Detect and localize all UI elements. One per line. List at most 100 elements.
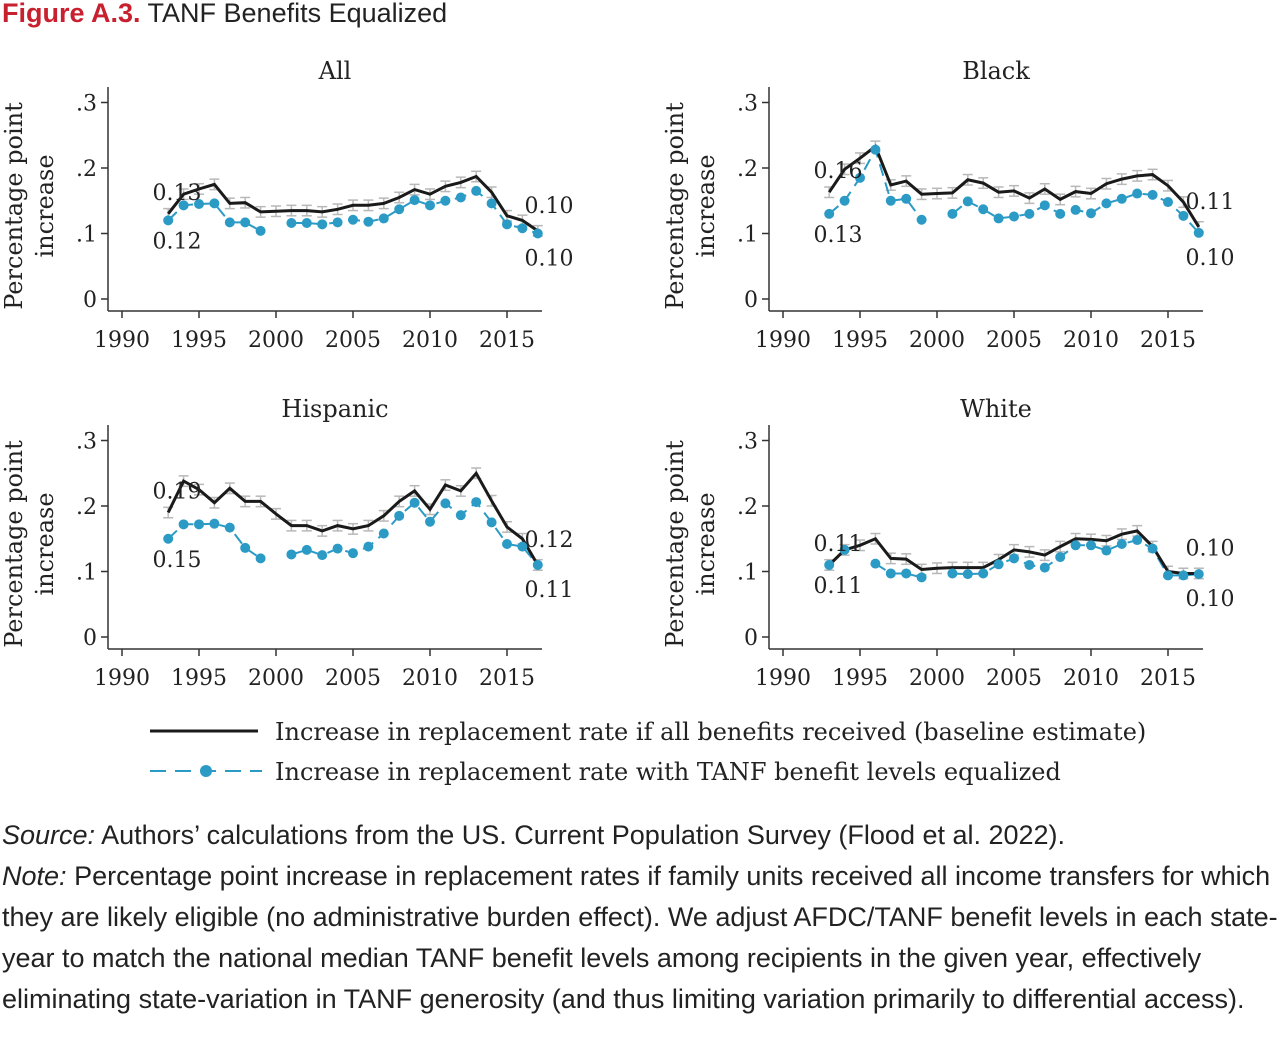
x-tick-label: 2010 — [1063, 666, 1119, 691]
start-baseline-label: 0.19 — [153, 480, 202, 505]
equalized-point — [532, 559, 543, 570]
equalized-point — [348, 548, 358, 559]
equalized-point — [163, 215, 174, 226]
x-tick-label: 1995 — [171, 666, 227, 691]
start-baseline-label: 0.16 — [814, 159, 863, 184]
equalized-point — [440, 195, 451, 206]
equalized-point — [885, 195, 896, 206]
y-tick-label: .3 — [76, 430, 97, 455]
equalized-point — [194, 199, 204, 210]
equalized-point — [1101, 545, 1112, 556]
series-line-baseline — [166, 470, 540, 566]
equalized-point — [178, 200, 189, 211]
note-text: Percentage point increase in replacement… — [2, 861, 1278, 1014]
x-tick-label: 2000 — [248, 666, 304, 691]
x-tick-label: 2000 — [909, 328, 965, 353]
y-tick-label: .1 — [76, 223, 97, 248]
y-tick-label: 0 — [744, 288, 758, 313]
y-tick-label: .3 — [737, 92, 758, 117]
equalized-point — [409, 195, 420, 206]
end-baseline-label: 0.12 — [525, 528, 574, 553]
panel-title: Black — [962, 57, 1030, 85]
equalized-point — [1178, 570, 1189, 581]
equalized-point — [1055, 552, 1066, 563]
start-equalized-label: 0.12 — [153, 229, 202, 254]
equalized-point — [363, 216, 374, 227]
x-tick-label: 2005 — [325, 328, 381, 353]
equalized-point — [517, 541, 528, 552]
equalized-point — [947, 208, 958, 219]
equalized-point — [240, 542, 251, 553]
legend: Increase in replacement rate if all bene… — [150, 718, 1146, 786]
y-tick-label: .2 — [76, 495, 97, 520]
y-axis-label: Percentage point — [661, 102, 689, 310]
legend-baseline-label: Increase in replacement rate if all bene… — [275, 718, 1146, 746]
equalized-point — [440, 498, 451, 509]
end-equalized-label: 0.10 — [1186, 246, 1235, 271]
equalized-point — [1009, 211, 1019, 222]
equalized-point — [855, 172, 865, 183]
x-tick-label: 2010 — [402, 328, 458, 353]
equalized-point — [363, 541, 374, 552]
equalized-point — [286, 549, 297, 560]
equalized-point — [502, 219, 512, 230]
equalized-point — [517, 223, 528, 234]
equalized-point — [532, 228, 543, 239]
figure-title: Figure A.3. TANF Benefits Equalized — [2, 0, 447, 29]
equalized-point — [1039, 562, 1050, 573]
equalized-point — [947, 568, 958, 579]
equalized-point — [486, 517, 497, 528]
x-tick-label: 2005 — [325, 666, 381, 691]
equalized-point — [1086, 208, 1096, 219]
end-baseline-label: 0.11 — [1186, 190, 1235, 215]
equalized-point — [332, 217, 343, 228]
y-axis-label-line2: increase — [31, 154, 59, 257]
equalized-point — [455, 192, 466, 203]
equalized-point — [394, 510, 405, 521]
equalized-point — [1024, 559, 1035, 570]
note-label: Note: — [2, 861, 67, 891]
equalized-point — [1009, 553, 1019, 564]
equalized-point — [332, 543, 343, 554]
y-axis-label-line2: increase — [692, 154, 720, 257]
y-tick-label: .3 — [76, 92, 97, 117]
series-line-baseline — [827, 144, 1201, 228]
equalized-point — [916, 214, 927, 225]
equalized-point — [1039, 200, 1050, 211]
equalized-point — [901, 193, 912, 204]
equalized-point — [163, 533, 174, 544]
x-tick-label: 1995 — [832, 328, 888, 353]
equalized-point — [978, 204, 989, 215]
y-tick-label: 0 — [83, 288, 97, 313]
y-axis-label: Percentage point — [0, 102, 28, 310]
series-line-baseline — [828, 529, 1199, 575]
equalized-point — [194, 519, 204, 530]
y-tick-label: 0 — [744, 626, 758, 651]
figure-notes: Source: Authors’ calculations from the U… — [2, 815, 1278, 1020]
x-tick-label: 1995 — [171, 328, 227, 353]
series-line-baseline — [167, 174, 539, 233]
equalized-point — [255, 225, 266, 236]
equalized-point — [962, 569, 973, 580]
equalized-point — [301, 544, 312, 555]
equalized-point — [1055, 208, 1066, 219]
y-tick-label: .2 — [76, 157, 97, 182]
end-baseline-label: 0.10 — [525, 194, 574, 219]
y-tick-label: .2 — [737, 495, 758, 520]
equalized-point — [317, 550, 328, 561]
panel-all: All Percentage point increase 0 .1 .2 .3 1990 19… — [0, 57, 573, 353]
y-tick-label: .1 — [737, 561, 758, 586]
y-axis-label-line2: increase — [692, 492, 720, 595]
equalized-point — [1116, 193, 1127, 204]
panel-title: Hispanic — [281, 395, 388, 423]
equalized-point — [1163, 570, 1173, 581]
equalized-point — [870, 144, 881, 155]
y-axis-label: Percentage point — [661, 440, 689, 648]
panel-title: All — [318, 57, 352, 85]
x-tick-label: 1990 — [755, 328, 811, 353]
equalized-point — [1070, 204, 1081, 215]
x-tick-label: 1995 — [832, 666, 888, 691]
equalized-point — [824, 559, 835, 570]
equalized-point — [471, 185, 482, 196]
